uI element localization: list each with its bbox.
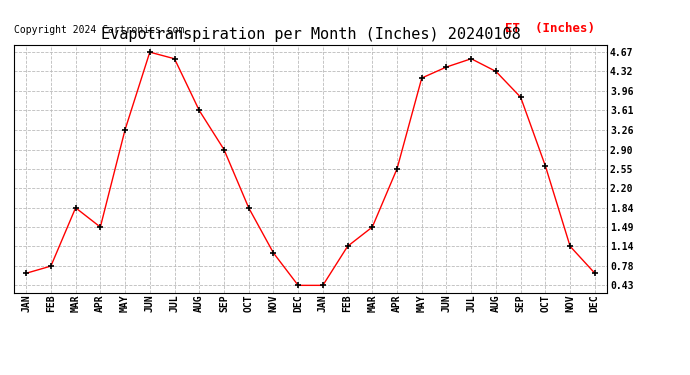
Text: Copyright 2024 Cartronics.com: Copyright 2024 Cartronics.com	[14, 25, 184, 35]
Text: ET  (Inches): ET (Inches)	[505, 22, 595, 35]
Title: Evapotranspiration per Month (Inches) 20240108: Evapotranspiration per Month (Inches) 20…	[101, 27, 520, 42]
